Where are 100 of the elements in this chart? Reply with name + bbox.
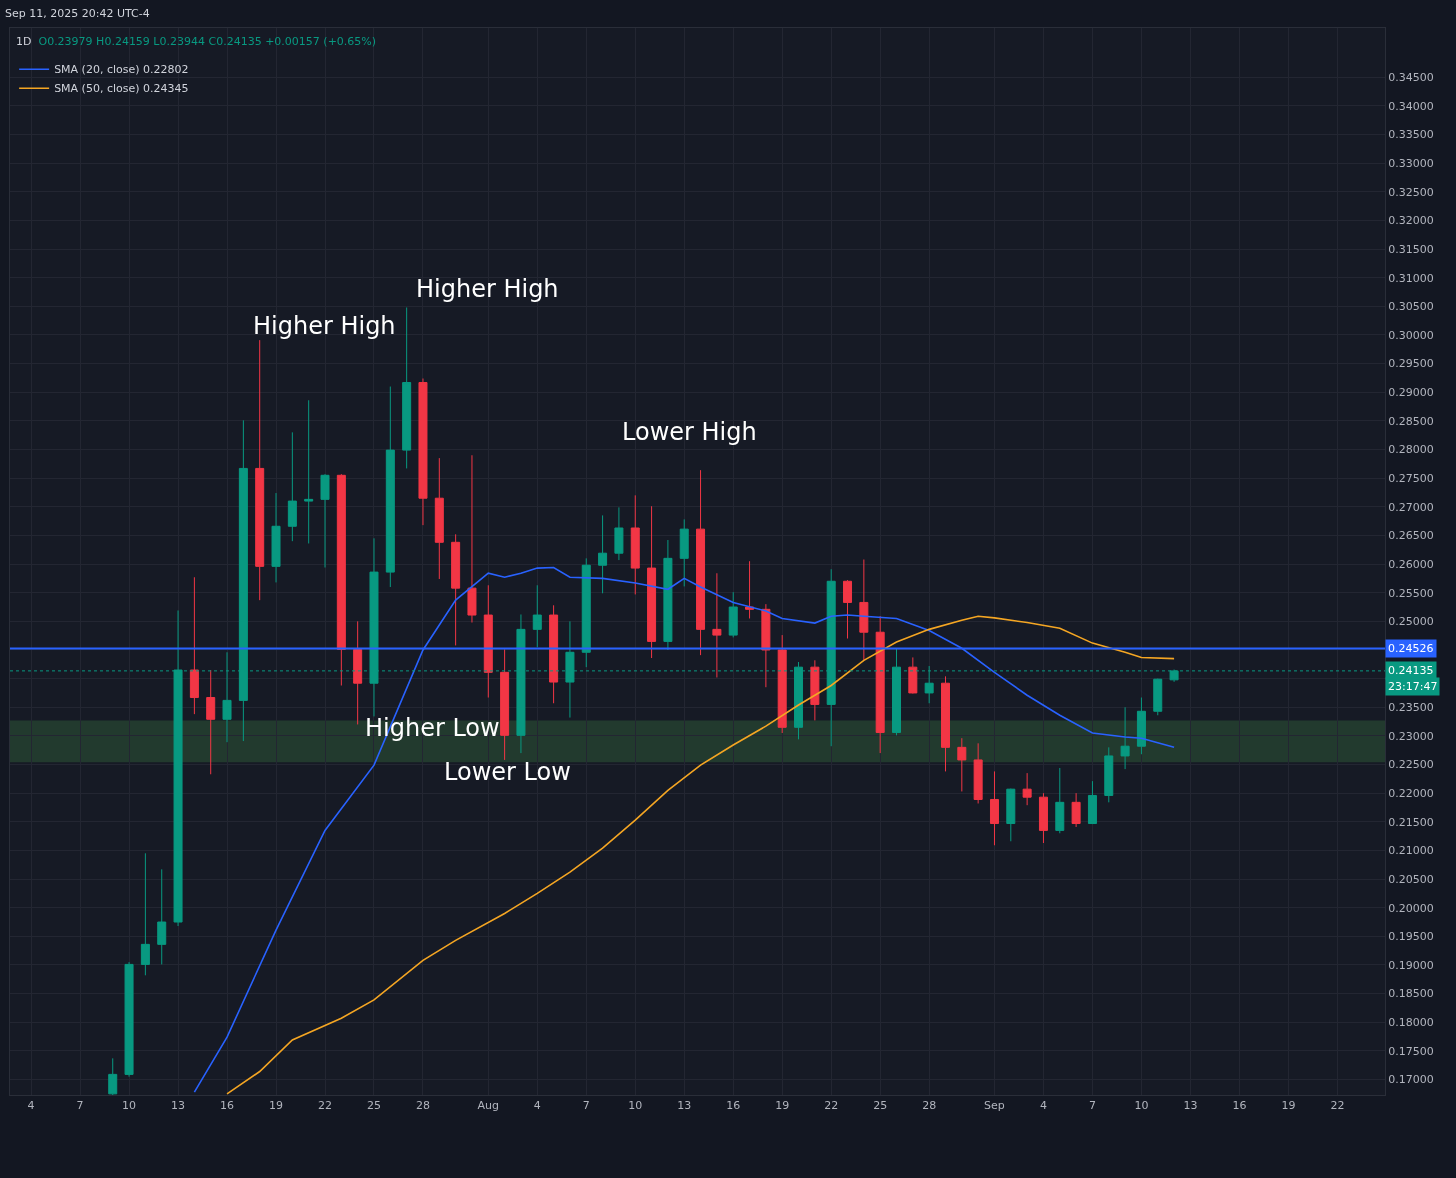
candlestick	[271, 492, 281, 583]
x-tick-label: 7	[1088, 1099, 1096, 1113]
y-tick-label: 0.19000	[1388, 958, 1434, 972]
y-tick-label: 0.30500	[1388, 300, 1434, 314]
candlestick	[1153, 678, 1163, 716]
y-tick-label: 0.32000	[1388, 214, 1434, 228]
candlestick	[287, 431, 297, 542]
x-tick-label: 22	[1330, 1099, 1345, 1113]
y-tick-label: 0.21500	[1388, 815, 1434, 829]
x-tick-label: 19	[269, 1099, 284, 1113]
x-tick-label: 19	[775, 1099, 790, 1113]
y-tick-label: 0.17500	[1388, 1044, 1434, 1058]
candlestick	[1006, 788, 1016, 842]
candlestick	[1071, 792, 1081, 828]
y-tick-label: 0.18000	[1388, 1016, 1434, 1030]
candlestick	[647, 505, 657, 659]
candlestick	[1055, 767, 1065, 834]
y-tick-label: 0.19500	[1388, 930, 1434, 944]
x-tick-label: 13	[677, 1099, 692, 1113]
y-tick-label: 0.20000	[1388, 901, 1434, 915]
candlestick	[1038, 792, 1048, 844]
candlestick	[712, 572, 722, 678]
annotation: Higher High	[416, 275, 559, 303]
y-tick-label: 0.33500	[1388, 128, 1434, 142]
legend-label: SMA (50, close) 0.24345	[54, 82, 189, 96]
text: O0.23979 H0.24159 L0.23944 C0.24135 +0.00157 (+0.65%)	[38, 35, 377, 48]
x-tick-label: 16	[220, 1099, 235, 1113]
annotation: Higher High	[253, 312, 396, 340]
x-tick-label: 16	[726, 1099, 741, 1113]
candlestick	[679, 518, 689, 587]
x-tick-label: 7	[582, 1099, 590, 1113]
candlestick	[973, 742, 983, 804]
candlestick	[140, 852, 150, 976]
x-tick-label: 4	[533, 1099, 541, 1113]
ref-line-label: 0.24135	[1388, 664, 1434, 677]
candlestick	[336, 473, 346, 686]
y-tick-label: 0.27500	[1388, 472, 1434, 486]
y-tick-label: 0.30000	[1388, 328, 1434, 342]
candlestick	[434, 457, 444, 580]
candlestick	[189, 576, 199, 715]
candlestick	[1120, 706, 1130, 770]
x-tick-label: 28	[415, 1099, 430, 1113]
candlestick	[320, 473, 330, 569]
y-tick-label: 0.26000	[1388, 557, 1434, 571]
y-tick-label: 0.29500	[1388, 357, 1434, 371]
candlestick	[206, 669, 216, 775]
x-tick-label: 10	[628, 1099, 643, 1113]
candlestick	[418, 378, 428, 526]
candlestick	[859, 559, 869, 661]
x-tick-label: 25	[366, 1099, 381, 1113]
candlestick	[483, 584, 493, 699]
candlestick	[532, 584, 542, 648]
legend-label: SMA (20, close) 0.22802	[54, 63, 189, 77]
x-tick-label: 22	[824, 1099, 839, 1113]
x-tick-label: 25	[873, 1099, 888, 1113]
candlestick	[124, 961, 134, 1078]
candlestick	[157, 868, 167, 965]
candlestick	[663, 539, 673, 651]
ref-line-label: 0.24526	[1388, 642, 1434, 655]
x-tick-label: Sep	[984, 1099, 1005, 1113]
y-tick-label: 0.33000	[1388, 157, 1434, 171]
candlestick	[761, 603, 771, 688]
x-tick-label: 4	[27, 1099, 35, 1113]
candlestick	[875, 615, 885, 754]
candlestick	[255, 339, 265, 601]
x-tick-label: 7	[76, 1099, 84, 1113]
candlestick	[1087, 780, 1097, 825]
y-tick-label: 0.31000	[1388, 271, 1434, 285]
y-tick-label: 0.25500	[1388, 586, 1434, 600]
y-tick-label: 0.32500	[1388, 185, 1434, 199]
candlestick	[745, 560, 755, 619]
y-tick-label: 0.34000	[1388, 99, 1434, 113]
text: 23:17:47	[1388, 680, 1438, 693]
text: Sep 11, 2025 20:42 UTC-4	[5, 7, 150, 20]
y-tick-label: 0.20500	[1388, 872, 1434, 886]
annotation: Lower High	[622, 418, 757, 446]
candlestick	[1104, 746, 1114, 803]
candlestick	[402, 306, 412, 469]
y-tick-label: 0.28000	[1388, 443, 1434, 457]
candlestick	[777, 634, 787, 734]
candlestick	[614, 506, 624, 561]
y-tick-label: 0.25000	[1388, 615, 1434, 629]
candlestick	[940, 675, 950, 772]
x-tick-label: 4	[1039, 1099, 1047, 1113]
y-tick-label: 0.22000	[1388, 787, 1434, 801]
y-tick-label: 0.23500	[1388, 701, 1434, 715]
y-tick-label: 0.17000	[1388, 1073, 1434, 1087]
y-tick-label: 0.29000	[1388, 386, 1434, 400]
x-tick-label: 19	[1281, 1099, 1296, 1113]
y-tick-label: 0.28500	[1388, 414, 1434, 428]
x-tick-label: 10	[122, 1099, 137, 1113]
x-tick-label: 22	[318, 1099, 332, 1113]
x-tick-label: 16	[1232, 1099, 1247, 1113]
candlestick	[467, 454, 477, 623]
candlestick	[1136, 697, 1146, 755]
candlestick	[451, 533, 461, 646]
y-tick-label: 0.22500	[1388, 758, 1434, 772]
y-tick-label: 0.27000	[1388, 500, 1434, 514]
candlestick	[353, 620, 363, 725]
candlestick	[810, 659, 820, 721]
